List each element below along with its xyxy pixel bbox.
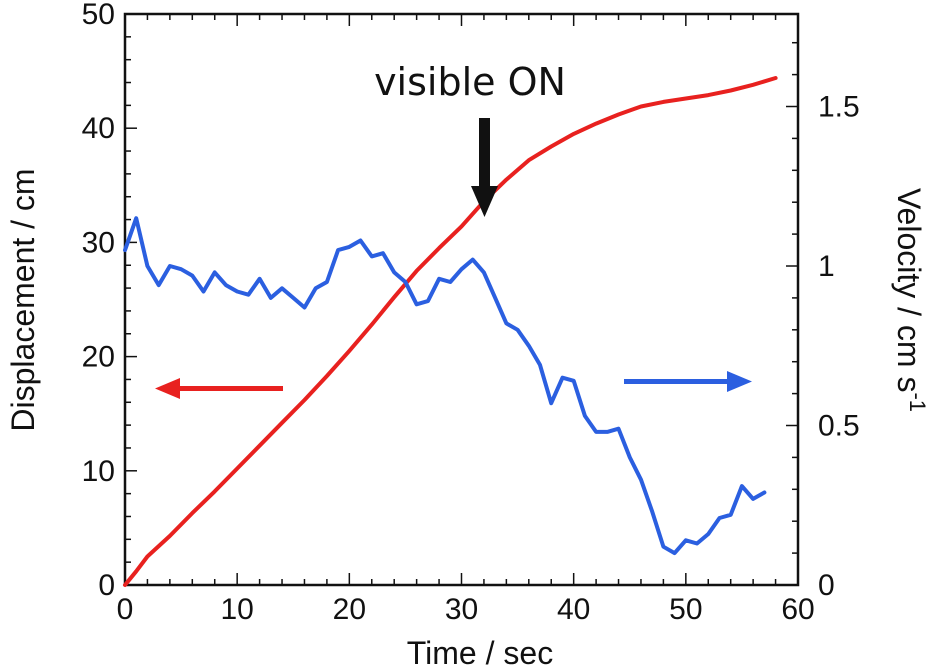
displacement-series-line [123, 76, 778, 587]
y-right-tick-label: 1 [818, 250, 835, 283]
y-left-tick-label: 30 [82, 226, 115, 259]
y-right-axis-title-superscript: -1 [905, 392, 930, 412]
plot-frame [123, 12, 800, 587]
y-right-tick-label: 0.5 [818, 410, 860, 443]
velocity-arrow-head [727, 371, 752, 392]
y-left-tick-label: 50 [82, 0, 115, 31]
displacement-axis-arrow [155, 378, 283, 399]
x-tick-label: 60 [781, 593, 814, 626]
x-tick-label: 20 [333, 593, 366, 626]
visible-on-arrow-shaft [479, 118, 490, 190]
y-left-tick-label: 10 [82, 455, 115, 488]
visible-on-arrow [471, 118, 498, 217]
visible-on-arrow-head [471, 186, 498, 217]
x-tick-label: 30 [445, 593, 478, 626]
x-axis-title: Time / sec [407, 635, 553, 671]
series-layer [123, 76, 778, 587]
y-right-axis-title-main: Velocity / cm s [891, 188, 927, 393]
y-left-tick-label: 20 [82, 341, 115, 374]
y-right-tick-label: 0 [818, 569, 835, 602]
y-left-tick-label: 40 [82, 112, 115, 145]
x-tick-label: 0 [117, 593, 134, 626]
displacement-arrow-head [155, 378, 180, 399]
y-right-tick-label: 1.5 [818, 91, 860, 124]
x-tick-label: 50 [669, 593, 702, 626]
velocity-arrow-shaft [624, 379, 732, 384]
x-tick-label: 10 [220, 593, 253, 626]
visible-on-label: visible ON [374, 60, 566, 104]
x-tick-label: 40 [557, 593, 590, 626]
displacement-arrow-shaft [175, 386, 283, 391]
y-left-axis-title: Displacement / cm [5, 168, 41, 431]
velocity-axis-arrow [624, 371, 752, 392]
y-right-axis-title: Velocity / cm s-1 [891, 188, 930, 412]
y-left-tick-label: 0 [98, 569, 115, 602]
velocity-series-line [123, 216, 767, 556]
